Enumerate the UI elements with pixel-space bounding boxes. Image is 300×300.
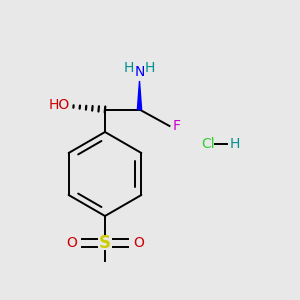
Text: F: F [173, 119, 181, 133]
Text: O: O [133, 236, 144, 250]
Text: H: H [230, 137, 240, 151]
Text: H: H [124, 61, 134, 74]
Text: O: O [66, 236, 77, 250]
Text: H: H [145, 61, 155, 74]
Text: HO: HO [49, 98, 70, 112]
Polygon shape [137, 81, 142, 110]
Text: Cl: Cl [201, 137, 214, 151]
Text: S: S [99, 234, 111, 252]
Text: N: N [134, 65, 145, 79]
